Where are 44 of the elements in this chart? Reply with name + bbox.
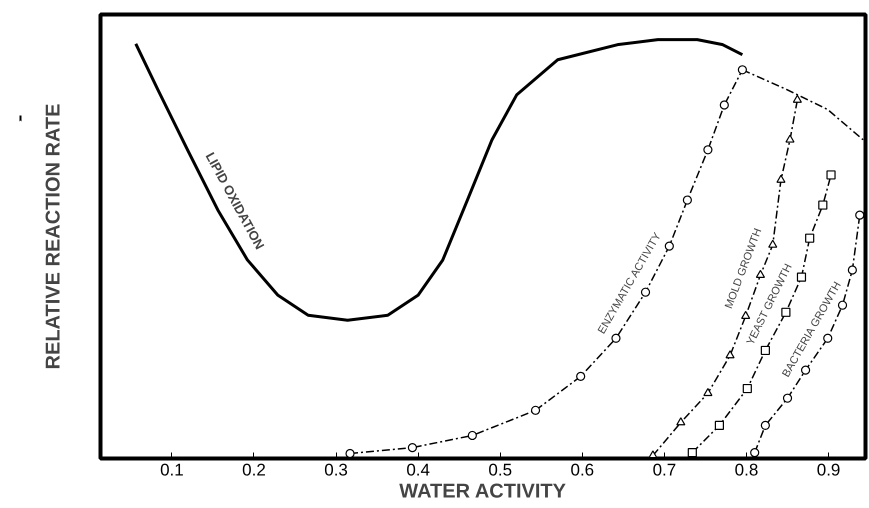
point — [640, 288, 650, 297]
point — [720, 100, 729, 110]
point — [714, 420, 724, 430]
x-tick-label: 0.8 — [734, 460, 758, 480]
point — [750, 448, 760, 458]
point — [818, 200, 828, 210]
x-tick-label: 0.7 — [652, 460, 676, 480]
point — [742, 384, 752, 394]
x-axis-title: WATER ACTIVITY — [399, 480, 567, 502]
point — [782, 394, 792, 403]
point — [664, 242, 674, 251]
point — [785, 134, 795, 143]
point — [768, 240, 778, 248]
y-axis-title: RELATIVE REACTION RATE — [42, 104, 64, 370]
point — [855, 210, 864, 220]
point — [530, 406, 540, 415]
x-tick-label: 0.1 — [160, 460, 184, 480]
point — [738, 65, 747, 74]
x-tick-label: 0.6 — [570, 460, 594, 480]
point — [576, 372, 586, 381]
x-tick-label: 0.9 — [816, 460, 840, 480]
point — [792, 94, 802, 103]
point — [760, 346, 770, 356]
point — [776, 174, 786, 183]
point — [848, 265, 857, 275]
point — [688, 448, 697, 458]
x-tick-label: 0.2 — [242, 460, 266, 480]
point — [725, 350, 735, 358]
point — [408, 443, 418, 452]
point — [760, 420, 770, 430]
point — [676, 417, 686, 426]
x-tick-label: 0.3 — [324, 460, 348, 480]
point — [796, 272, 806, 282]
point — [703, 388, 713, 396]
point — [611, 334, 621, 343]
point — [468, 430, 477, 440]
point — [823, 334, 832, 343]
x-tick-label: 0.4 — [406, 460, 430, 480]
point — [682, 195, 692, 205]
point — [703, 145, 713, 154]
point — [345, 448, 355, 458]
point — [805, 234, 814, 243]
x-tick-label: 0.5 — [488, 460, 512, 480]
point — [826, 170, 836, 180]
